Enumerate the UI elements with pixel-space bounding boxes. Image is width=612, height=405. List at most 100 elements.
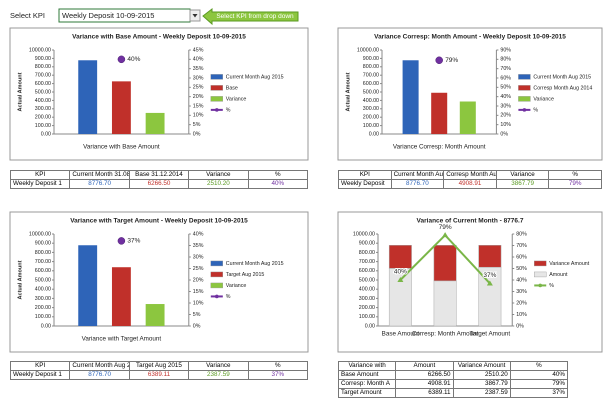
y-tick-label: 800.00 bbox=[363, 64, 379, 70]
table-cell: Weekly Deposit bbox=[338, 179, 392, 189]
table-cell: Weekly Deposit 1 bbox=[9, 179, 71, 189]
header-cell: Current Month Aug 2015 bbox=[390, 170, 445, 180]
legend-label: % bbox=[549, 283, 554, 289]
bar-segment bbox=[388, 245, 412, 269]
x-tick-label: Base Amount bbox=[382, 331, 420, 338]
y-axis-label: Actual Amount bbox=[345, 72, 351, 111]
y-tick-label: 500.00 bbox=[35, 89, 51, 95]
y2-tick-label: 0% bbox=[193, 323, 201, 329]
table-cell: 4908.91 bbox=[443, 179, 497, 189]
y-tick-label: 600.00 bbox=[35, 81, 51, 87]
bar bbox=[459, 101, 476, 134]
legend-marker bbox=[522, 108, 527, 112]
table-cell: 3867.79 bbox=[452, 379, 511, 389]
header-cell: KPI bbox=[338, 170, 392, 180]
header-cell: Base 31.12.2014 bbox=[128, 170, 190, 180]
legend-swatch bbox=[210, 96, 224, 102]
legend-swatch bbox=[534, 260, 547, 267]
table-header-row: Variance with Amount Variance Amount% bbox=[337, 361, 569, 371]
y-tick-label: 100.00 bbox=[35, 123, 51, 129]
y2-tick-label: 40% bbox=[193, 231, 204, 237]
table-row: Corresp: Month A 4908.91 3867.79 79% bbox=[337, 379, 569, 389]
y-tick-label: 500.00 bbox=[359, 277, 375, 283]
y2-tick-label: 25% bbox=[193, 266, 204, 272]
y-tick-label: 300.00 bbox=[35, 106, 51, 112]
legend-label: Variance Amount bbox=[549, 261, 589, 267]
dropdown-value[interactable]: Weekly Deposit 10-09-2015 bbox=[62, 11, 154, 20]
y2-tick-label: 20% bbox=[516, 300, 527, 306]
y2-tick-label: 0% bbox=[516, 323, 524, 329]
y-axis-label: Actual Amount bbox=[17, 260, 23, 299]
table-row: Weekly Deposit 1 8776.70 6266.50 2510.20 40% bbox=[9, 179, 309, 189]
header-cell: Corresp Month Aug 2014 bbox=[443, 170, 497, 180]
y2-tick-label: 10% bbox=[193, 113, 204, 119]
y-tick-label: 400.00 bbox=[363, 98, 379, 104]
legend-swatch bbox=[210, 74, 224, 80]
header-cell: Variance bbox=[188, 170, 249, 180]
y2-tick-label: 35% bbox=[193, 243, 204, 249]
header-cell: Target Aug 2015 bbox=[128, 361, 190, 371]
table-cell: 6266.50 bbox=[128, 179, 190, 189]
legend-label: Current Month Aug 2015 bbox=[226, 261, 284, 267]
legend-swatch bbox=[518, 74, 531, 80]
header-cell: Variance bbox=[188, 361, 249, 371]
table-row: Weekly Deposit 8776.70 4908.91 3867.79 79% bbox=[338, 179, 602, 189]
table-cell: 4908.91 bbox=[395, 379, 454, 389]
y2-tick-label: 45% bbox=[193, 47, 204, 53]
y-tick-label: 500.00 bbox=[363, 89, 379, 95]
value-label: 79% bbox=[439, 224, 452, 231]
y2-tick-label: 60% bbox=[500, 75, 511, 81]
legend-swatch bbox=[210, 260, 224, 267]
legend-swatch bbox=[210, 271, 224, 278]
point-marker bbox=[435, 56, 443, 65]
header-cell: % bbox=[548, 170, 602, 180]
legend-label: Variance bbox=[533, 96, 554, 102]
y-tick-label: 200.00 bbox=[35, 115, 51, 121]
y-tick-label: 700.00 bbox=[35, 73, 51, 79]
chart-panel bbox=[9, 211, 309, 353]
y2-tick-label: 30% bbox=[193, 254, 204, 260]
bar bbox=[145, 112, 165, 134]
bar-segment bbox=[433, 245, 457, 282]
chart-title: Variance with Base Amount - Weekly Depos… bbox=[72, 34, 246, 41]
table-cell: Corresp: Month A bbox=[337, 379, 397, 389]
line-marker bbox=[442, 232, 449, 238]
y-tick-label: 300.00 bbox=[363, 106, 379, 112]
y-tick-label: 800.00 bbox=[359, 250, 375, 256]
chart-panel bbox=[337, 211, 603, 353]
value-label: 37% bbox=[483, 272, 496, 279]
legend-swatch bbox=[210, 282, 224, 289]
kpi-table: Variance with Amount Variance Amount% Base … bbox=[337, 361, 569, 398]
y2-tick-label: 80% bbox=[516, 231, 527, 237]
y-tick-label: 600.00 bbox=[363, 81, 379, 87]
table-cell: 37% bbox=[247, 370, 309, 380]
y-tick-label: 200.00 bbox=[35, 305, 51, 311]
y2-tick-label: 10% bbox=[193, 300, 204, 306]
y-tick-label: 300.00 bbox=[359, 296, 375, 302]
y-tick-label: 200.00 bbox=[363, 115, 379, 121]
table-cell: 3867.79 bbox=[495, 179, 550, 189]
table-row: Base Amount 6266.50 2510.20 40% bbox=[337, 370, 569, 380]
y-tick-label: 700.00 bbox=[359, 259, 375, 265]
y-tick-label: 100.00 bbox=[359, 314, 375, 320]
bar bbox=[402, 60, 419, 134]
y2-tick-label: 10% bbox=[516, 312, 527, 318]
header-cell: Current Month Aug 2015 bbox=[69, 361, 130, 371]
legend-label: Corresp Month Aug 2014 bbox=[533, 85, 592, 91]
y2-tick-label: 30% bbox=[516, 289, 527, 295]
y-tick-label: 900.00 bbox=[35, 56, 51, 62]
y2-tick-label: 15% bbox=[193, 103, 204, 109]
legend-label: Amount bbox=[549, 272, 568, 278]
y2-tick-label: 60% bbox=[516, 254, 527, 260]
y-tick-label: 100.00 bbox=[35, 314, 51, 320]
header-cell: Variance with bbox=[337, 361, 397, 371]
y2-tick-label: 20% bbox=[193, 277, 204, 283]
legend-marker bbox=[538, 283, 543, 288]
y-tick-label: 400.00 bbox=[35, 98, 51, 104]
table-cell: 8776.70 bbox=[390, 179, 445, 189]
legend-swatch bbox=[210, 85, 224, 91]
